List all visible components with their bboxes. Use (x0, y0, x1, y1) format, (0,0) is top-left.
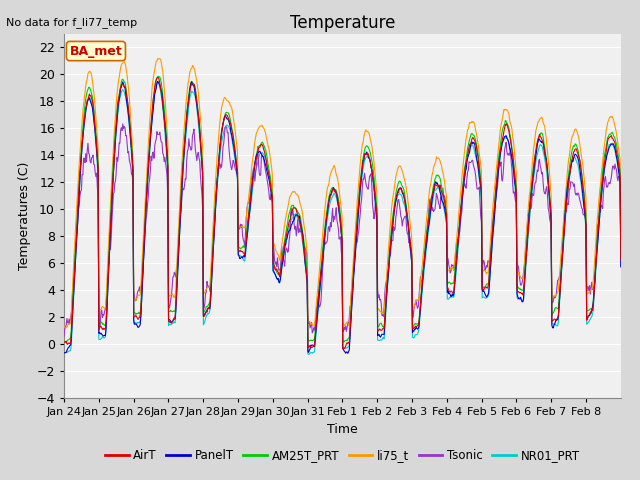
Text: BA_met: BA_met (70, 45, 122, 58)
Y-axis label: Temperatures (C): Temperatures (C) (18, 162, 31, 270)
X-axis label: Time: Time (327, 423, 358, 436)
Title: Temperature: Temperature (290, 14, 395, 32)
Text: No data for f_li77_temp: No data for f_li77_temp (6, 17, 138, 28)
Legend: AirT, PanelT, AM25T_PRT, li75_t, Tsonic, NR01_PRT: AirT, PanelT, AM25T_PRT, li75_t, Tsonic,… (100, 444, 584, 467)
